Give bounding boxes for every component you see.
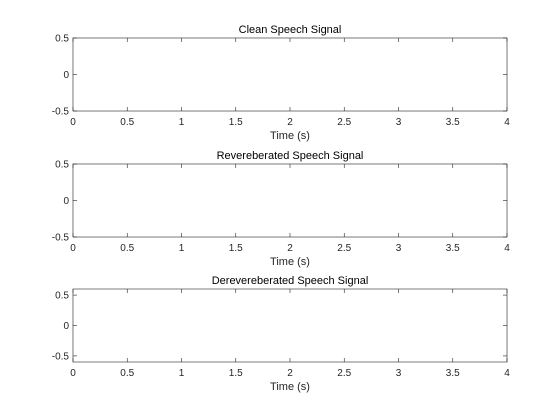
y-tick-label: 0.5 — [55, 160, 69, 171]
x-tick-label: 3 — [396, 117, 402, 128]
x-tick-label: 3.5 — [446, 243, 460, 254]
y-tick-label: -0.5 — [52, 233, 70, 244]
x-tick-label: 2 — [287, 243, 293, 254]
x-tick-label: 3.5 — [446, 368, 460, 379]
x-tick-label: 0.5 — [120, 368, 134, 379]
x-tick-label: 0.5 — [120, 117, 134, 128]
x-tick-label: 4 — [504, 368, 510, 379]
x-tick-label: 0 — [70, 368, 76, 379]
x-tick-label: 2.5 — [337, 117, 351, 128]
x-tick-label: 4 — [504, 117, 510, 128]
y-tick-label: 0 — [63, 196, 69, 207]
x-axis-label: Time (s) — [270, 381, 310, 393]
x-tick-label: 2 — [287, 117, 293, 128]
x-tick-label: 0.5 — [120, 243, 134, 254]
chart-title: Derevereberated Speech Signal — [212, 275, 369, 287]
x-tick-label: 2 — [287, 368, 293, 379]
y-tick-label: 0 — [63, 70, 69, 81]
x-tick-label: 1 — [179, 117, 185, 128]
x-tick-label: 3.5 — [446, 117, 460, 128]
axes-box — [72, 163, 508, 238]
axes-box — [72, 288, 508, 363]
x-tick-label: 4 — [504, 243, 510, 254]
x-tick-label: 1.5 — [229, 243, 243, 254]
x-axis-label: Time (s) — [270, 130, 310, 142]
y-tick-label: 0.5 — [55, 291, 69, 302]
x-tick-label: 1.5 — [229, 117, 243, 128]
x-tick-label: 3 — [396, 368, 402, 379]
axes-box — [72, 37, 508, 112]
x-axis-label: Time (s) — [270, 256, 310, 268]
x-tick-label: 3 — [396, 243, 402, 254]
y-tick-label: 0.5 — [55, 34, 69, 45]
x-tick-label: 1 — [179, 243, 185, 254]
chart-title: Revereberated Speech Signal — [217, 150, 364, 162]
x-tick-label: 0 — [70, 243, 76, 254]
chart-title: Clean Speech Signal — [239, 24, 342, 36]
x-tick-label: 0 — [70, 117, 76, 128]
y-tick-label: -0.5 — [52, 351, 70, 362]
x-tick-label: 2.5 — [337, 243, 351, 254]
chart-panel-3: 0 0.5 1 1.5 2 2.5 3 3.5 4-0.500.5Derevereberated… — [52, 275, 510, 393]
x-tick-label: 2.5 — [337, 368, 351, 379]
x-tick-label: 1.5 — [229, 368, 243, 379]
y-tick-label: -0.5 — [52, 107, 70, 118]
y-tick-label: 0 — [63, 321, 69, 332]
x-tick-label: 1 — [179, 368, 185, 379]
